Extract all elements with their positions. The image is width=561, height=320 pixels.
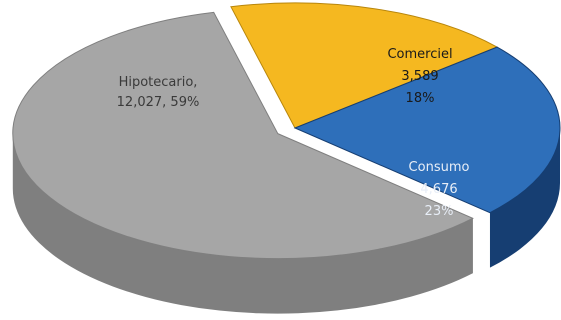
label-comerciel-percent: 18% [406, 91, 435, 106]
slice-hipotecario [12, 11, 474, 260]
label-hipotecario-values: 12,027, 59% [117, 95, 200, 110]
label-consumo-name: Consumo [409, 160, 470, 175]
label-hipotecario: Hipotecario, [119, 75, 198, 90]
label-hipotecario-name: Hipotecario [119, 75, 194, 90]
slice-side-hipotecario [12, 133, 473, 314]
label-comerciel-value: 3,589 [401, 69, 438, 84]
slice-side-consumo [489, 128, 560, 268]
label-comerciel-name: Comerciel [387, 47, 452, 62]
label-hipotecario-percent: 59% [170, 95, 199, 110]
label-consumo-percent: 23% [425, 204, 454, 219]
label-consumo-value: 4,676 [420, 182, 457, 197]
pie-tops [12, 2, 561, 260]
slice-comerciel [230, 2, 499, 129]
slice-consumo [293, 46, 561, 214]
label-hipotecario-value: 12,027 [117, 95, 163, 110]
